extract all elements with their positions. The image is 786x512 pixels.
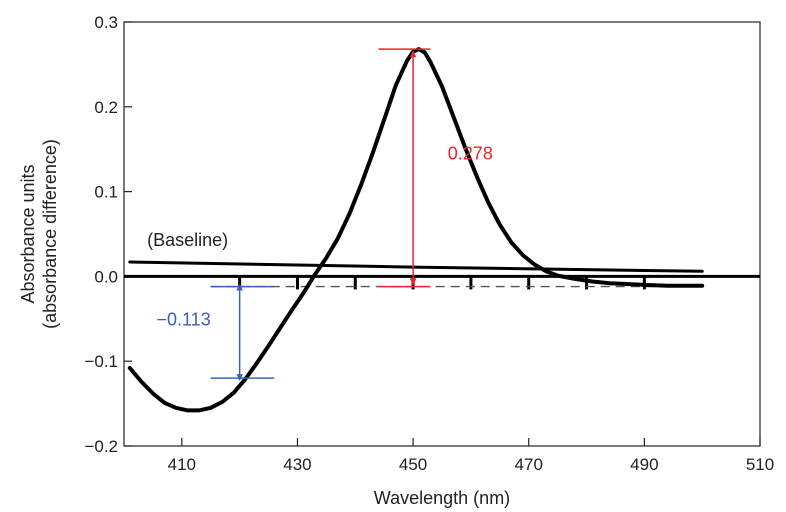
x-tick-label: 450 xyxy=(399,455,427,474)
x-tick-label: 490 xyxy=(630,455,658,474)
y-tick-label: 0.3 xyxy=(94,13,118,32)
annotation-value-label: 0.278 xyxy=(448,143,493,163)
x-tick-label: 470 xyxy=(515,455,543,474)
x-tick-label: 430 xyxy=(283,455,311,474)
y-tick-label: 0.2 xyxy=(94,98,118,117)
y-axis: −0.2 −0.1 0.0 0.1 0.2 0.3 xyxy=(84,13,132,456)
baseline-label: (Baseline) xyxy=(147,230,228,250)
x-tick-label: 510 xyxy=(746,455,774,474)
y-tick-label: 0.0 xyxy=(94,267,118,286)
difference-spectrum-line xyxy=(127,47,705,413)
y-axis-sublabel: (absorbance difference) xyxy=(40,139,60,329)
annotation-value-label: −0.113 xyxy=(156,310,210,330)
plot-area: (Baseline) 0.278 −0.113 xyxy=(124,47,760,413)
y-axis-label: Absorbance units xyxy=(18,164,38,303)
x-axis-label: Wavelength (nm) xyxy=(374,488,510,508)
baseline-line xyxy=(128,260,704,273)
y-tick-label: 0.1 xyxy=(94,183,118,202)
x-axis: 410 430 450 470 490 510 xyxy=(168,438,774,474)
y-tick-label: −0.1 xyxy=(84,352,118,371)
x-tick-label: 410 xyxy=(168,455,196,474)
plot-frame xyxy=(123,21,761,447)
y-tick-label: −0.2 xyxy=(84,437,118,456)
